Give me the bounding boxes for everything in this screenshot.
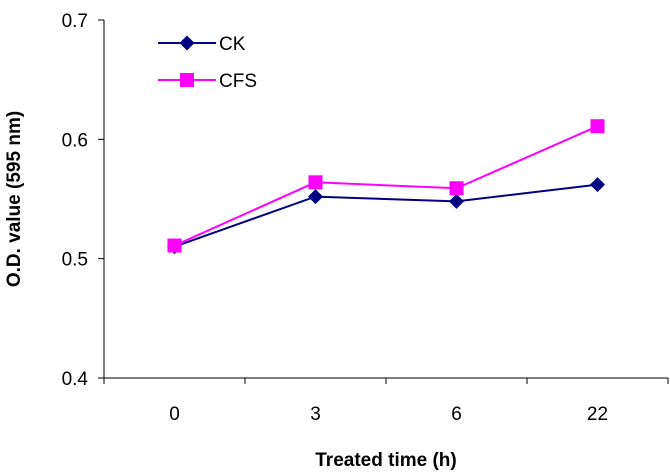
- data-point-cfs: [167, 238, 182, 253]
- data-point-cfs: [449, 181, 464, 196]
- x-axis-title: Treated time (h): [315, 450, 456, 471]
- x-tick-label: 22: [587, 404, 608, 425]
- y-tick-label: 0.4: [62, 369, 89, 390]
- y-tick-label: 0.5: [62, 250, 88, 271]
- x-ticks: 0 3 6 22: [103, 378, 669, 425]
- series-cfs: [167, 119, 605, 253]
- legend-swatch-marker: [179, 35, 195, 51]
- data-point-cfs: [308, 175, 323, 190]
- y-ticks: 0.4 0.5 0.6 0.7: [62, 11, 104, 390]
- data-point-ck: [590, 177, 605, 193]
- series-line-ck: [174, 183, 598, 248]
- series-ck: [167, 177, 605, 255]
- legend-swatch-marker: [180, 73, 194, 87]
- data-point-cfs: [590, 119, 605, 134]
- x-tick-label: 6: [451, 404, 462, 425]
- legend-label: CK: [219, 34, 246, 55]
- y-tick-label: 0.6: [62, 130, 88, 151]
- y-tick-label: 0.7: [62, 11, 88, 32]
- data-point-ck: [308, 189, 323, 205]
- series-line-cfs: [174, 125, 598, 247]
- series-layer: [167, 119, 605, 255]
- x-tick-label: 0: [169, 404, 180, 425]
- legend-item-cfs: CFS: [158, 71, 257, 92]
- data-point-ck: [449, 193, 464, 209]
- legend-label: CFS: [219, 71, 257, 92]
- x-tick-label: 3: [310, 404, 321, 425]
- legend: CK CFS: [158, 34, 257, 92]
- legend-item-ck: CK: [158, 34, 246, 55]
- y-axis-title: O.D. value (595 nm): [4, 111, 25, 287]
